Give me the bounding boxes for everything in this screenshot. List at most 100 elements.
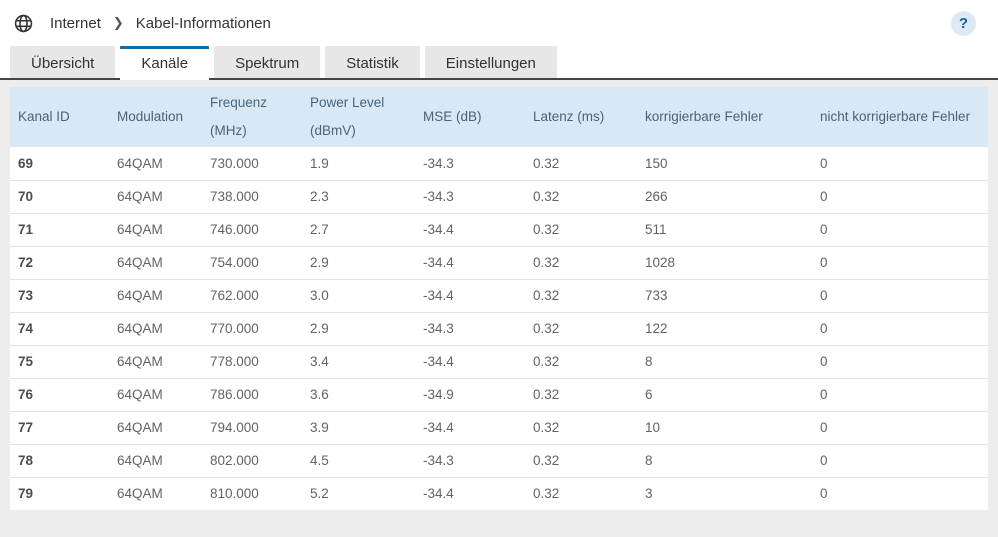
cell-modulation: 64QAM (109, 179, 202, 213)
cell-kanal-id: 73 (10, 278, 109, 312)
column-header-power-level: Power Level (dBmV) (302, 87, 415, 147)
tab-spektrum[interactable]: Spektrum (214, 46, 321, 78)
cell-nicht-korrigierbare: 0 (812, 212, 988, 246)
cell-frequenz: 746.000 (202, 212, 302, 246)
tab-kanaele[interactable]: Kanäle (120, 46, 210, 80)
cell-latenz: 0.32 (525, 278, 637, 312)
cell-power-level: 3.6 (302, 377, 415, 411)
cell-power-level: 2.9 (302, 311, 415, 345)
cell-nicht-korrigierbare: 0 (812, 476, 988, 510)
table-header-row: Kanal ID Modulation Frequenz (MHz) Power… (10, 87, 988, 147)
cell-mse: -34.4 (415, 278, 525, 312)
cell-power-level: 3.0 (302, 278, 415, 312)
cell-korrigierbare: 3 (637, 476, 812, 510)
tab-strip: Übersicht Kanäle Spektrum Statistik Eins… (0, 46, 998, 80)
cell-kanal-id: 72 (10, 245, 109, 279)
table-row: 79 64QAM 810.000 5.2 -34.4 0.32 3 0 (10, 476, 988, 510)
cell-nicht-korrigierbare: 0 (812, 245, 988, 279)
column-header-mse: MSE (dB) (415, 87, 525, 147)
table-row: 70 64QAM 738.000 2.3 -34.3 0.32 266 0 (10, 179, 988, 213)
table-row: 74 64QAM 770.000 2.9 -34.3 0.32 122 0 (10, 311, 988, 345)
cell-modulation: 64QAM (109, 278, 202, 312)
cell-modulation: 64QAM (109, 344, 202, 378)
cell-kanal-id: 74 (10, 311, 109, 345)
breadcrumb-section[interactable]: Internet (50, 14, 101, 32)
cell-power-level: 5.2 (302, 476, 415, 510)
cell-frequenz: 730.000 (210, 155, 259, 171)
cell-latenz: 0.32 (525, 179, 637, 213)
cell-frequenz: 794.000 (202, 410, 302, 444)
cell-frequenz: 754.000 (202, 245, 302, 279)
cell-kanal-id: 71 (10, 212, 109, 246)
column-header-frequenz: Frequenz (MHz) (202, 87, 302, 147)
cell-kanal-id: 70 (10, 179, 109, 213)
content-area: Kanal ID Modulation Frequenz (MHz) Power… (0, 80, 998, 537)
cell-modulation: 64QAM (109, 476, 202, 510)
cell-power-level: 2.7 (302, 212, 415, 246)
channels-table: Kanal ID Modulation Frequenz (MHz) Power… (10, 87, 988, 510)
column-header-korrigierbare-fehler: korrigierbare Fehler (637, 87, 812, 147)
tab-statistik[interactable]: Statistik (325, 46, 420, 78)
cell-power-level: 4.5 (302, 443, 415, 477)
table-row: 71 64QAM 746.000 2.7 -34.4 0.32 511 0 (10, 212, 988, 246)
cell-kanal-id: 76 (10, 377, 109, 411)
tab-uebersicht[interactable]: Übersicht (10, 46, 116, 78)
cell-mse: -34.3 (415, 311, 525, 345)
table-row: 78 64QAM 802.000 4.5 -34.3 0.32 8 0 (10, 443, 988, 477)
cell-power-level: 1.9 (310, 155, 329, 171)
cell-kanal-id: 75 (10, 344, 109, 378)
cell-frequenz: 802.000 (202, 443, 302, 477)
cell-frequenz: 770.000 (202, 311, 302, 345)
cell-korrigierbare: 10 (637, 410, 812, 444)
cell-frequenz: 762.000 (202, 278, 302, 312)
cell-korrigierbare: 8 (637, 443, 812, 477)
cell-nicht-korrigierbare: 0 (812, 377, 988, 411)
cell-power-level: 3.9 (302, 410, 415, 444)
cell-mse: -34.4 (415, 410, 525, 444)
table-body: 69 64QAM 730.000 1.9 -34.3 0.32 150 0 70 64QAM 738… (10, 147, 988, 510)
cell-latenz: 0.32 (525, 344, 637, 378)
breadcrumb-separator-icon: ❯ (112, 15, 124, 30)
table-row: 72 64QAM 754.000 2.9 -34.4 0.32 1028 0 (10, 245, 988, 279)
globe-icon (14, 14, 33, 33)
cell-korrigierbare: 8 (637, 344, 812, 378)
cell-latenz: 0.32 (525, 410, 637, 444)
cell-mse: -34.4 (415, 344, 525, 378)
cell-mse: -34.4 (415, 245, 525, 279)
cell-mse: -34.4 (415, 476, 525, 510)
tab-einstellungen[interactable]: Einstellungen (424, 46, 557, 78)
cell-latenz: 0.32 (525, 443, 637, 477)
table-row: 75 64QAM 778.000 3.4 -34.4 0.32 8 0 (10, 344, 988, 378)
cell-nicht-korrigierbare: 0 (812, 278, 988, 312)
cell-nicht-korrigierbare: 0 (820, 155, 828, 171)
cell-kanal-id: 77 (10, 410, 109, 444)
cell-power-level: 3.4 (302, 344, 415, 378)
cell-latenz: 0.32 (525, 245, 637, 279)
cell-latenz: 0.32 (525, 377, 637, 411)
cell-nicht-korrigierbare: 0 (812, 344, 988, 378)
cell-kanal-id: 79 (10, 476, 109, 510)
cell-nicht-korrigierbare: 0 (812, 311, 988, 345)
table-row: 69 64QAM 730.000 1.9 -34.3 0.32 150 0 (10, 147, 988, 180)
help-button[interactable]: ? (951, 10, 976, 36)
cell-mse: -34.4 (415, 212, 525, 246)
table-row: 73 64QAM 762.000 3.0 -34.4 0.32 733 0 (10, 278, 988, 312)
top-bar: Internet ❯ Kabel-Informationen ? (0, 0, 998, 46)
table-row: 77 64QAM 794.000 3.9 -34.4 0.32 10 0 (10, 410, 988, 444)
cell-mse: -34.3 (415, 179, 525, 213)
cell-latenz: 0.32 (525, 476, 637, 510)
cell-latenz: 0.32 (525, 212, 637, 246)
cell-modulation: 64QAM (109, 311, 202, 345)
column-header-kanal-id: Kanal ID (10, 87, 109, 147)
cell-nicht-korrigierbare: 0 (812, 179, 988, 213)
cell-kanal-id: 78 (10, 443, 109, 477)
cell-latenz: 0.32 (525, 311, 637, 345)
cell-nicht-korrigierbare: 0 (812, 443, 988, 477)
cell-korrigierbare: 1028 (637, 245, 812, 279)
cell-frequenz: 786.000 (202, 377, 302, 411)
cell-frequenz: 778.000 (202, 344, 302, 378)
cell-modulation: 64QAM (109, 245, 202, 279)
cell-latenz: 0.32 (533, 155, 560, 171)
cell-power-level: 2.9 (302, 245, 415, 279)
cell-kanal-id: 69 (18, 155, 34, 171)
